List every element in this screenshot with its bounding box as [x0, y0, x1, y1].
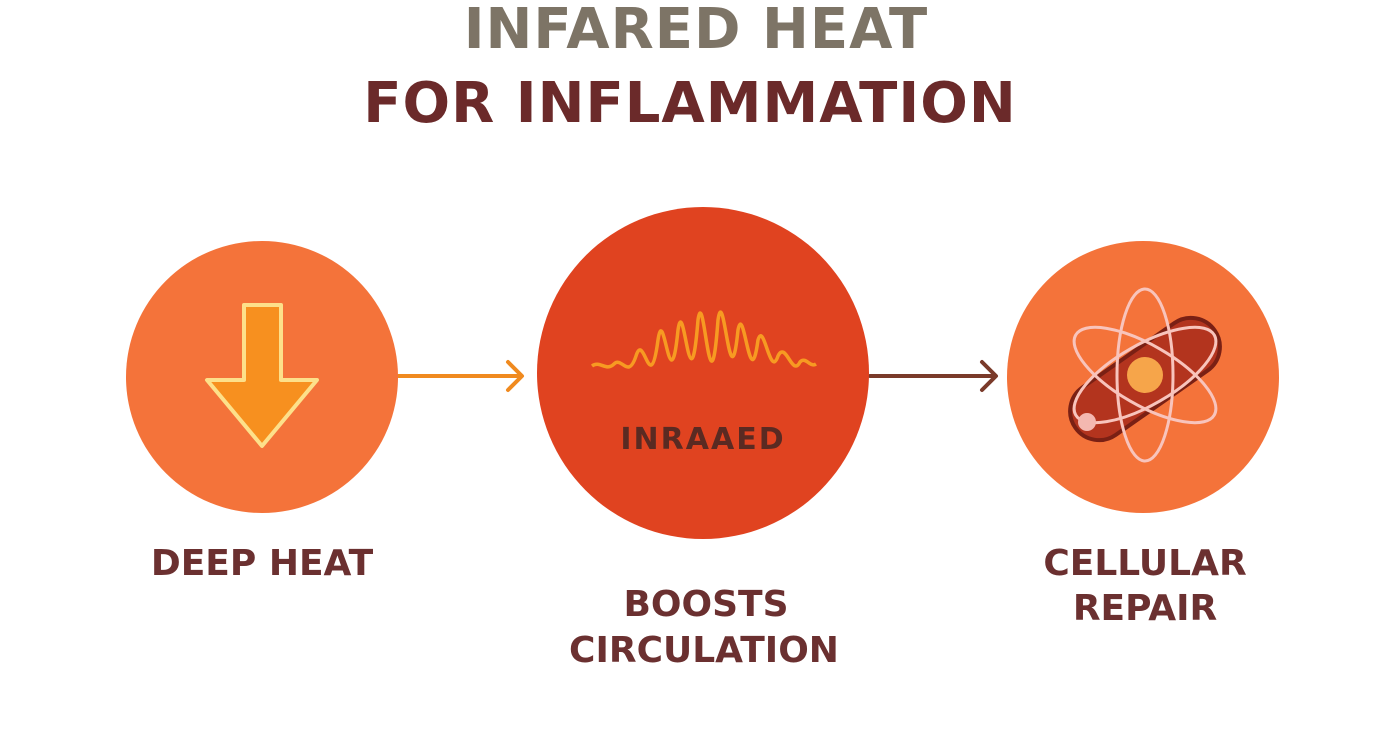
- node-label: DEEP HEAT: [151, 543, 374, 584]
- connector: [396, 360, 998, 392]
- arrow-icon: [205, 303, 319, 448]
- cell-icon: [1068, 287, 1222, 463]
- wave-icon: [590, 310, 817, 369]
- node-label: REPAIR: [1073, 588, 1217, 629]
- badge-text: INRAAED: [620, 422, 785, 457]
- node-circle: [537, 207, 869, 539]
- node-label: BOOSTS: [623, 584, 788, 625]
- title-line: INFARED HEAT: [464, 0, 929, 62]
- title-line: FOR INFLAMMATION: [363, 71, 1016, 136]
- node-label: CELLULAR: [1043, 543, 1246, 584]
- node-label: CIRCULATION: [569, 630, 839, 671]
